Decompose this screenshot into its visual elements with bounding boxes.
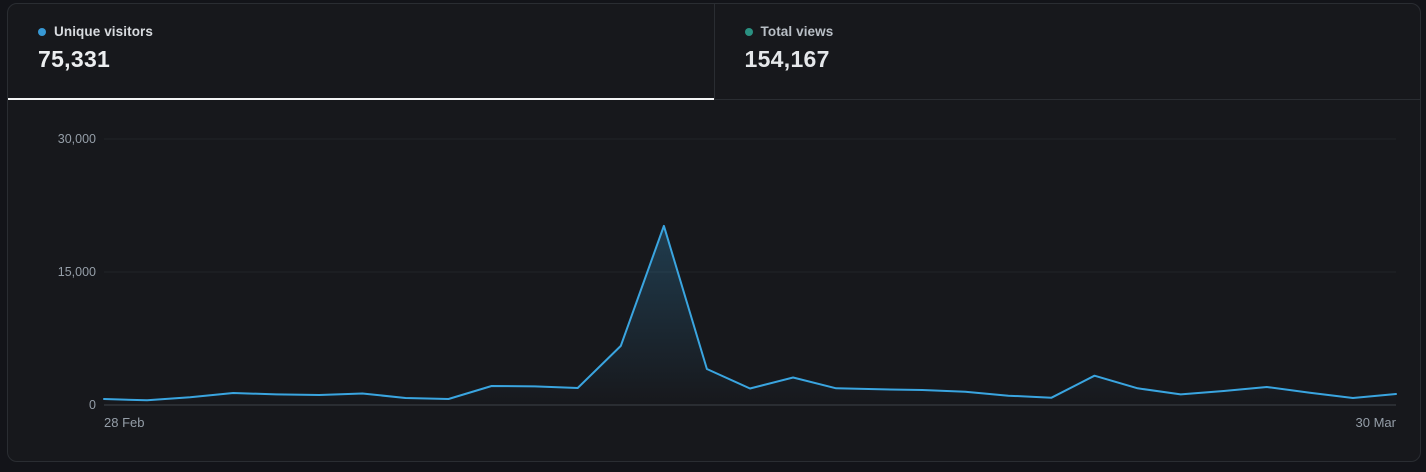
tab-total-views[interactable]: Total views 154,167: [715, 4, 1421, 99]
tab-total-views-label: Total views: [760, 24, 834, 39]
y-axis-tick-label: 15,000: [58, 265, 96, 279]
visitors-line-chart: 0 15,000 30,000 28 Feb 30 Mar: [58, 132, 1397, 430]
visitors-chart: 0 15,000 30,000 28 Feb 30 Mar: [8, 100, 1420, 461]
x-axis-end-label: 30 Mar: [1356, 415, 1397, 430]
y-axis-tick-label: 30,000: [58, 132, 96, 146]
visitors-line: [103, 224, 1397, 402]
tab-total-views-header: Total views: [744, 24, 1421, 39]
visitors-area-fill: [104, 225, 1396, 405]
total-views-value: 154,167: [744, 46, 830, 72]
unique-visitors-value: 75,331: [38, 46, 111, 72]
tab-unique-visitors[interactable]: Unique visitors 75,331: [8, 4, 714, 100]
total-views-dot-icon: [744, 27, 753, 36]
y-axis-tick-label: 0: [89, 398, 96, 412]
tab-unique-visitors-label: Unique visitors: [54, 24, 154, 39]
tab-unique-visitors-header: Unique visitors: [38, 24, 714, 39]
stat-tab-row: Unique visitors 75,331 Total views 154,1…: [8, 4, 1420, 100]
unique-visitors-dot-icon: [38, 27, 46, 36]
analytics-card: Unique visitors 75,331 Total views 154,1…: [7, 3, 1421, 462]
x-axis-start-label: 28 Feb: [104, 415, 144, 430]
tab-divider: [713, 4, 715, 99]
active-tab-underline: [8, 98, 714, 100]
